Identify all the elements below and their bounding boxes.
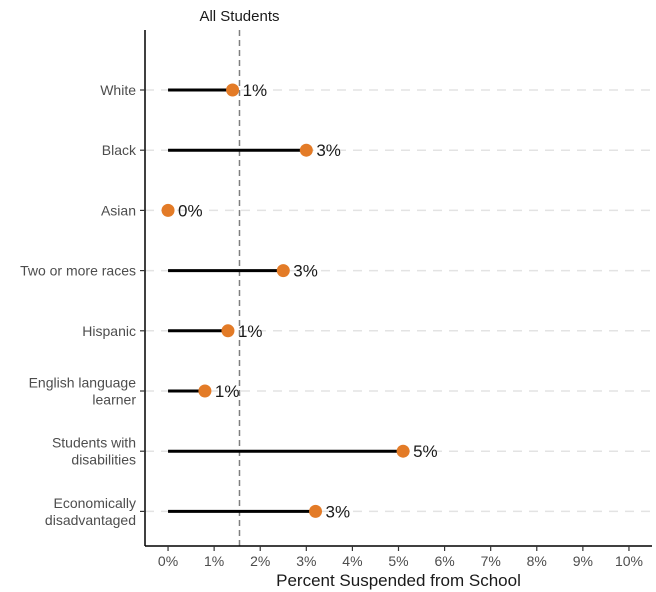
x-tick-label: 7% (481, 553, 501, 569)
data-label: 0% (178, 201, 203, 220)
category-labels: White Black Asian Two or more races Hispanic… (20, 82, 137, 528)
data-point (161, 203, 175, 217)
category-label: Students with disabilities (52, 435, 136, 468)
data-label: 1% (215, 382, 240, 401)
x-tick-label: 4% (342, 553, 362, 569)
x-tick-label: 0% (158, 553, 178, 569)
reference-line-group: All Students (199, 8, 280, 546)
data-label: 3% (316, 141, 341, 160)
category-label: Asian (101, 202, 136, 218)
data-point (198, 384, 212, 398)
category-label: Economically disadvantaged (45, 495, 136, 528)
x-tick-label: 1% (204, 553, 224, 569)
data-labels: 1% 3% 0% 3% 1% 1% 5% 3% (178, 81, 438, 521)
category-label: White (100, 82, 136, 98)
data-point (299, 143, 313, 157)
x-tick-label: 9% (573, 553, 593, 569)
x-axis-title: Percent Suspended from School (276, 571, 521, 590)
data-point (276, 264, 290, 278)
category-label: English language learner (29, 375, 137, 408)
data-point (221, 324, 235, 338)
x-tick-label: 8% (527, 553, 547, 569)
data-point (226, 83, 240, 97)
category-label: Two or more races (20, 263, 136, 279)
points (161, 83, 410, 518)
data-label: 5% (413, 442, 438, 461)
axes (140, 30, 652, 547)
category-label: Hispanic (82, 323, 136, 339)
category-label: Black (102, 142, 137, 158)
data-label: 3% (293, 262, 318, 281)
data-point (396, 444, 410, 458)
reference-line-label: All Students (199, 8, 279, 25)
x-tick-label: 3% (296, 553, 316, 569)
data-point (309, 504, 323, 518)
data-label: 1% (238, 322, 263, 341)
data-label: 3% (326, 502, 351, 521)
x-tick-label: 5% (388, 553, 408, 569)
x-tick-label: 10% (615, 553, 643, 569)
data-label: 1% (243, 81, 268, 100)
x-tick-label: 6% (434, 553, 454, 569)
x-ticks: 0% 1% 2% 3% 4% 5% 6% 7% 8% 9% 10% (158, 546, 643, 569)
x-tick-label: 2% (250, 553, 270, 569)
stems (168, 88, 404, 513)
